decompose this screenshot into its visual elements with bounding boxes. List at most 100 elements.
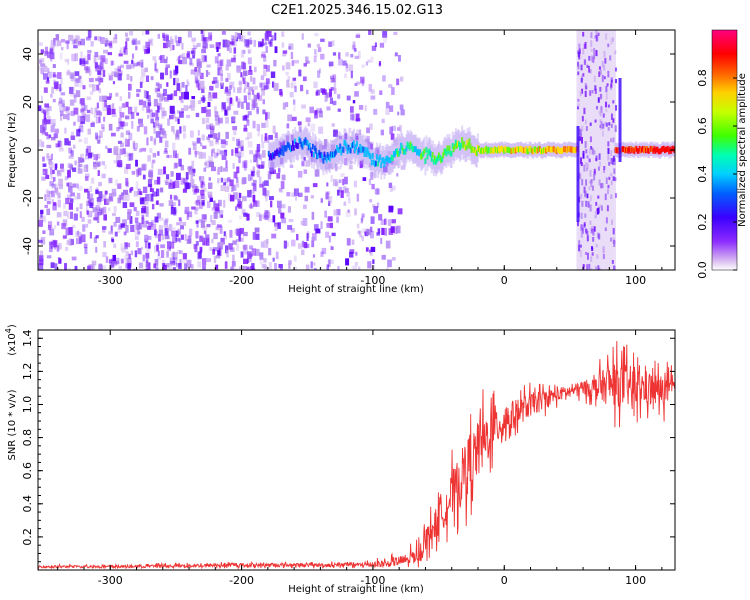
noise-pixel: [76, 129, 81, 137]
noise-pixel: [213, 232, 218, 240]
noise-pixel: [129, 202, 135, 208]
noise-pixel: [236, 138, 240, 147]
noise-pixel: [143, 126, 148, 135]
noise-pixel: [64, 106, 69, 112]
noise-pixel: [210, 215, 213, 223]
noise-pixel: [228, 243, 233, 250]
noise-pixel: [253, 85, 258, 90]
noise-pixel: [169, 179, 173, 186]
noise-strip-pixel: [582, 48, 585, 55]
noise-pixel: [391, 257, 396, 261]
noise-pixel: [194, 150, 199, 155]
band-core: [428, 148, 431, 155]
noise-strip-pixel: [610, 138, 613, 143]
noise-pixel: [214, 111, 219, 117]
noise-pixel: [328, 235, 331, 243]
noise-pixel: [88, 77, 94, 83]
noise-pixel: [253, 152, 256, 161]
band-core: [300, 141, 303, 148]
noise-pixel: [146, 245, 150, 253]
noise-pixel: [104, 100, 107, 108]
noise-strip-pixel: [598, 66, 601, 70]
band-core: [448, 145, 451, 152]
noise-pixel: [59, 184, 63, 190]
noise-pixel: [215, 80, 219, 89]
noise-pixel: [242, 231, 248, 237]
band-core: [389, 157, 392, 163]
noise-pixel: [90, 122, 95, 128]
noise-pixel: [80, 153, 85, 158]
noise-pixel: [274, 262, 278, 270]
band-core: [450, 150, 453, 157]
noise-pixel: [61, 99, 65, 108]
band-core: [388, 157, 391, 164]
noise-pixel: [138, 123, 144, 128]
noise-pixel: [156, 92, 161, 98]
band-core: [362, 146, 365, 153]
band-core: [340, 149, 343, 156]
noise-strip-pixel: [599, 161, 602, 167]
noise-pixel: [289, 92, 294, 98]
noise-pixel: [153, 139, 157, 144]
noise-pixel: [195, 112, 200, 118]
noise-pixel: [137, 224, 140, 231]
noise-pixel: [107, 52, 113, 56]
noise-pixel: [39, 217, 42, 223]
noise-pixel: [221, 31, 226, 35]
noise-pixel: [137, 248, 142, 255]
noise-pixel: [102, 95, 108, 103]
noise-pixel: [97, 161, 101, 166]
noise-pixel: [328, 41, 332, 47]
noise-pixel: [288, 218, 294, 223]
noise-pixel: [300, 220, 306, 225]
noise-pixel: [89, 185, 93, 192]
band-core: [341, 146, 344, 152]
noise-pixel: [99, 63, 102, 70]
noise-pixel: [156, 188, 160, 197]
noise-pixel: [273, 82, 279, 91]
noise-pixel: [387, 151, 392, 156]
band-core: [648, 148, 651, 154]
band-core: [410, 143, 413, 150]
noise-pixel: [387, 259, 392, 268]
noise-pixel: [350, 106, 354, 113]
noise-pixel: [346, 191, 350, 197]
noise-pixel: [207, 71, 211, 76]
noise-pixel: [241, 265, 245, 270]
band-core: [651, 146, 654, 153]
noise-pixel: [91, 264, 95, 270]
band-core: [431, 151, 434, 158]
noise-pixel: [67, 267, 71, 270]
noise-pixel: [87, 30, 92, 38]
noise-pixel: [337, 94, 341, 99]
noise-pixel: [207, 137, 211, 143]
noise-pixel: [69, 72, 74, 79]
band-core: [504, 145, 507, 152]
noise-pixel: [197, 261, 202, 268]
noise-pixel: [164, 180, 169, 184]
noise-pixel: [147, 114, 150, 119]
noise-pixel: [124, 32, 128, 37]
noise-pixel: [46, 51, 51, 58]
noise-pixel: [152, 56, 157, 61]
band-core: [520, 145, 523, 152]
noise-pixel: [102, 251, 107, 258]
band-core: [552, 145, 555, 152]
noise-pixel: [38, 220, 43, 227]
noise-pixel: [234, 268, 239, 270]
noise-pixel: [285, 102, 289, 108]
noise-pixel: [70, 135, 76, 141]
band-core: [430, 155, 433, 162]
noise-pixel: [154, 119, 160, 127]
noise-pixel: [381, 118, 385, 124]
noise-pixel: [313, 224, 319, 231]
noise-pixel: [384, 227, 388, 236]
band-core: [574, 147, 577, 154]
noise-pixel: [120, 258, 124, 264]
noise-pixel: [242, 78, 245, 84]
noise-pixel: [97, 70, 102, 75]
noise-strip-pixel: [578, 240, 581, 246]
noise-pixel: [345, 258, 350, 266]
noise-pixel: [201, 202, 205, 206]
